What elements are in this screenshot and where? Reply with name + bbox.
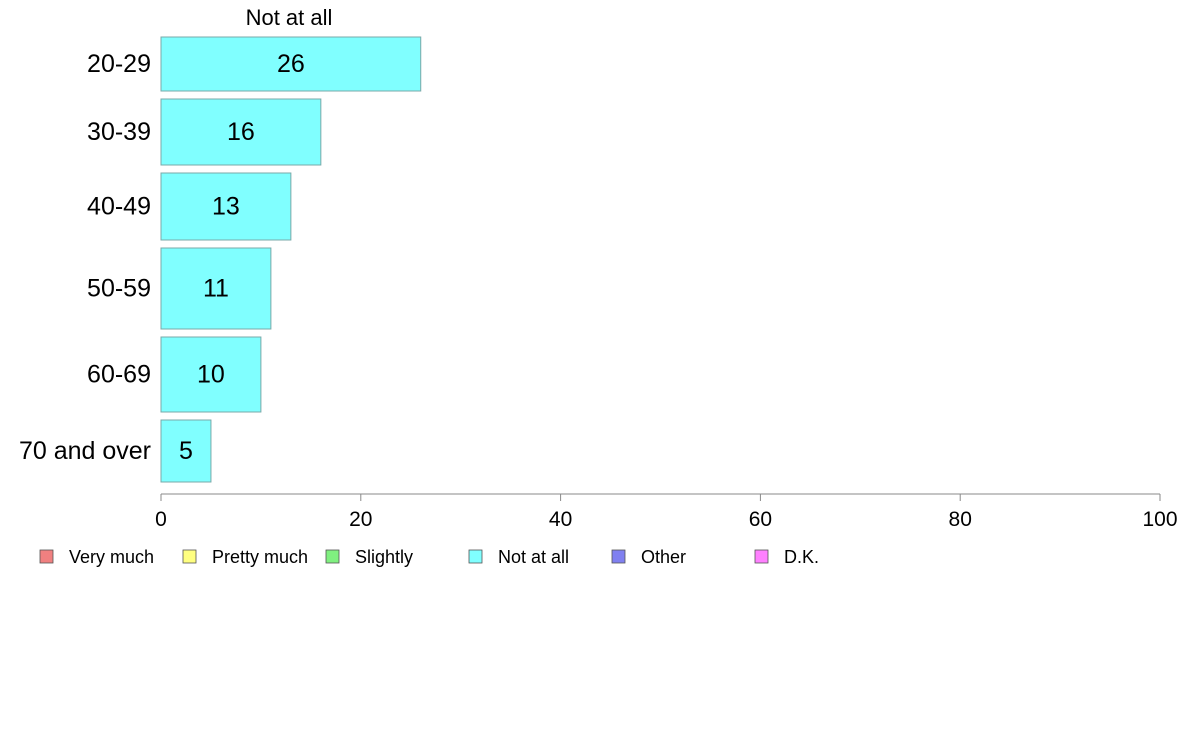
- x-tick-label: 0: [155, 508, 167, 531]
- bar: [160, 36, 422, 92]
- legend-item: Pretty much: [182, 547, 308, 567]
- category-label: 70 and over: [19, 437, 151, 465]
- category-label: 40-49: [87, 193, 151, 221]
- legend-label: Very much: [69, 547, 154, 567]
- bar: [160, 98, 322, 166]
- bar-value-label: 26: [277, 50, 305, 78]
- bar: [160, 247, 272, 330]
- category-label: 20-29: [87, 50, 151, 78]
- category-label: 50-59: [87, 275, 151, 303]
- legend-item: Very much: [39, 547, 154, 567]
- x-axis: 0 20 40 60 80 100: [155, 493, 1178, 531]
- x-tick-label: 60: [749, 508, 772, 531]
- legend-swatch: [325, 549, 340, 564]
- legend-item: D.K.: [754, 547, 819, 567]
- legend-swatch: [468, 549, 483, 564]
- bar: [160, 172, 292, 241]
- bar-value-label: 13: [212, 193, 240, 221]
- bar: [160, 419, 212, 483]
- legend-label: D.K.: [784, 547, 819, 567]
- category-label: 60-69: [87, 361, 151, 389]
- bar: [160, 336, 262, 413]
- x-tick-label: 40: [549, 508, 572, 531]
- legend-item: Not at all: [468, 547, 569, 567]
- bar-value-label: 10: [197, 361, 225, 389]
- category-label: 30-39: [87, 118, 151, 146]
- bars-group: 20-29 26 30-39 16 40-49 13 50-59 11 60-69 10 70 an…: [19, 36, 422, 483]
- legend-item: Slightly: [325, 547, 413, 567]
- legend-label: Slightly: [355, 547, 413, 567]
- legend-label: Not at all: [498, 547, 569, 567]
- legend-swatch: [182, 549, 197, 564]
- legend-swatch: [39, 549, 54, 564]
- x-tick-label: 80: [949, 508, 972, 531]
- x-tick-label: 100: [1142, 508, 1177, 531]
- x-tick-label: 20: [349, 508, 372, 531]
- legend-swatch: [754, 549, 769, 564]
- bar-value-label: 11: [203, 275, 229, 303]
- legend-label: Other: [641, 547, 686, 567]
- legend-item: Other: [611, 547, 686, 567]
- legend-swatch: [611, 549, 626, 564]
- legend-label: Pretty much: [212, 547, 308, 567]
- bar-value-label: 5: [179, 437, 193, 465]
- bar-value-label: 16: [227, 118, 255, 146]
- series-title: Not at all: [246, 5, 333, 30]
- legend: Very much Pretty much Slightly Not at all Ot…: [39, 547, 819, 567]
